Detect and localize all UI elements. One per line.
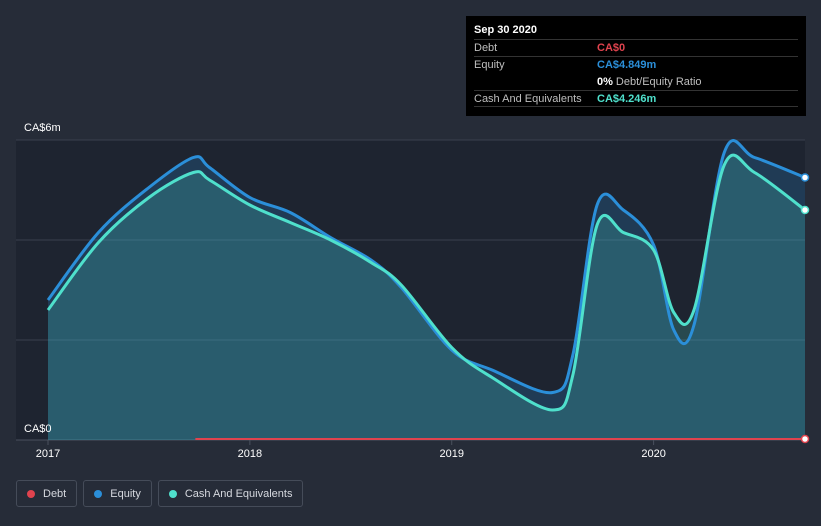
cash-line <box>46 153 806 412</box>
tooltip-debt-label: Debt <box>474 42 498 54</box>
tooltip-ratio-label: Debt/Equity Ratio <box>615 75 702 88</box>
equity-area <box>48 140 805 441</box>
y-axis-min-label: CA$0 <box>24 423 52 435</box>
cash-endpoint <box>800 205 810 215</box>
legend-item-debt[interactable]: Debt <box>16 480 78 507</box>
legend-debt-dot <box>27 489 35 498</box>
tooltip-equity-value: CA$4.849m <box>597 59 657 71</box>
tooltip-cash-label: Cash And Equivalents <box>474 92 582 105</box>
legend-cash-label: Cash And Equivalents <box>184 487 293 500</box>
tooltip-row-ratio: 0% Debt/Equity Ratio <box>474 73 798 90</box>
tooltip-row-cash: Cash And Equivalents CA$4.246m <box>474 90 798 107</box>
x-tick-label-2017: 2017 <box>36 448 60 460</box>
legend-item-cash[interactable]: Cash And Equivalents <box>157 480 304 507</box>
legend-equity-label: Equity <box>110 487 141 500</box>
tooltip-row-debt: Debt CA$0 <box>474 39 798 56</box>
tooltip-ratio-value: 0% <box>597 75 613 88</box>
x-tick-label-2019: 2019 <box>439 448 463 460</box>
legend-debt-label: Debt <box>43 487 67 500</box>
tooltip-cash-value: CA$4.246m <box>597 92 657 105</box>
tooltip-date: Sep 30 2020 <box>474 24 537 36</box>
y-axis-max-label: CA$6m <box>24 122 61 134</box>
legend-cash-dot <box>168 489 177 498</box>
legend-item-equity[interactable]: Equity <box>83 480 152 507</box>
chart-tooltip: Sep 30 2020 Debt CA$0 Equity CA$4.849m 0… <box>466 16 806 116</box>
x-tick-label-2020: 2020 <box>641 448 665 460</box>
tooltip-debt-value: CA$0 <box>597 42 626 54</box>
tooltip-row-equity: Equity CA$4.849m <box>474 56 798 73</box>
chart-legend: Debt Equity Cash And Equivalents <box>16 480 304 507</box>
tooltip-equity-label: Equity <box>474 59 505 71</box>
equity-line <box>46 138 806 395</box>
legend-equity-dot <box>94 489 103 498</box>
x-tick-label-2018: 2018 <box>238 448 262 460</box>
equity-endpoint <box>800 173 810 182</box>
debt-endpoint <box>800 434 810 444</box>
